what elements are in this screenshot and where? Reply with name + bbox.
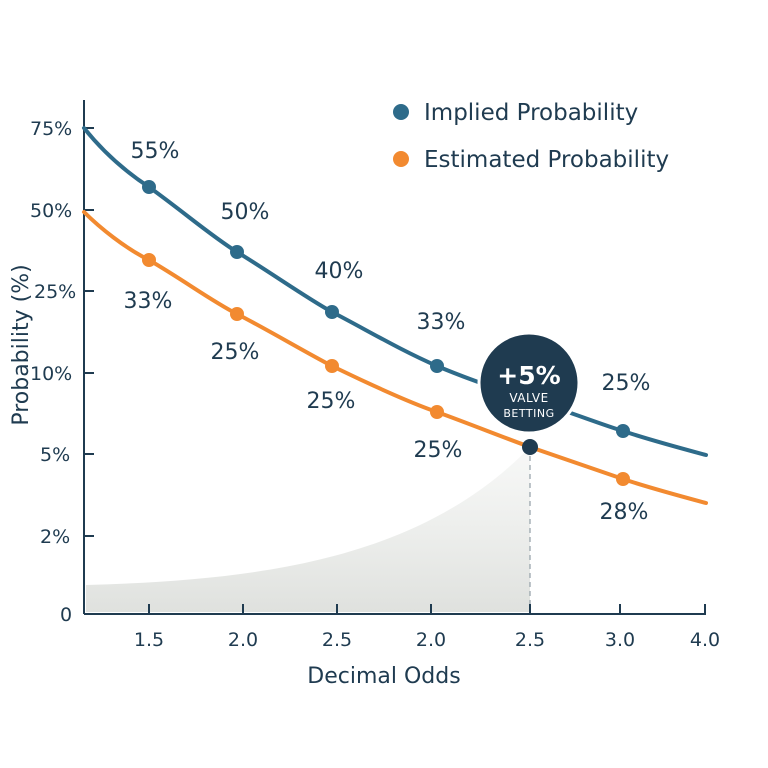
legend-swatch-implied (393, 104, 409, 120)
estimated-data-label: 25% (307, 389, 356, 414)
value-marker-point (522, 439, 538, 455)
implied-probability-line (82, 126, 708, 457)
legend-label-estimated: Estimated Probability (424, 147, 669, 173)
y-tick-label: 2% (40, 526, 70, 548)
badge-value: +5% (497, 361, 560, 390)
x-tick-label: 4.0 (690, 629, 720, 651)
badge-line1: VALVE (509, 391, 548, 405)
estimated-point (142, 253, 156, 267)
estimated-point (230, 307, 244, 321)
x-tick-label: 2.5 (515, 629, 545, 651)
x-tick-label: 2.0 (416, 629, 446, 651)
implied-data-label: 25% (602, 371, 651, 396)
legend-swatch-estimated (393, 151, 409, 167)
implied-data-label: 50% (221, 200, 270, 225)
x-tick-marks (148, 604, 706, 614)
implied-point (325, 305, 339, 319)
implied-data-label: 40% (315, 259, 364, 284)
implied-point (142, 180, 156, 194)
y-tick-label: 10% (30, 363, 72, 385)
badge-line2: BETTING (503, 407, 554, 420)
estimated-point (430, 405, 444, 419)
x-tick-label: 3.0 (605, 629, 635, 651)
implied-data-label: 33% (417, 310, 466, 335)
estimated-data-label: 25% (414, 438, 463, 463)
y-tick-marks (84, 127, 94, 537)
estimated-data-label: 28% (600, 500, 649, 525)
value-shaded-area (86, 447, 530, 612)
implied-point (230, 245, 244, 259)
legend: Implied Probability Estimated Probabilit… (393, 100, 669, 173)
y-tick-label: 0 (60, 604, 72, 626)
estimated-data-label: 25% (211, 340, 260, 365)
estimated-data-label: 33% (124, 289, 173, 314)
estimated-probability-line (82, 210, 708, 505)
legend-label-implied: Implied Probability (424, 100, 638, 126)
value-betting-badge: +5% VALVE BETTING (477, 331, 581, 435)
implied-point (616, 424, 630, 438)
implied-point (430, 359, 444, 373)
implied-data-label: 55% (131, 139, 180, 164)
y-tick-label: 50% (30, 200, 72, 222)
estimated-point (325, 359, 339, 373)
x-tick-label: 1.5 (134, 629, 164, 651)
x-tick-label: 2.5 (322, 629, 352, 651)
estimated-point (616, 472, 630, 486)
x-axis-title: Decimal Odds (307, 664, 460, 689)
y-tick-label: 25% (34, 281, 76, 303)
y-tick-label: 75% (30, 118, 72, 140)
y-axis-title: Probability (%) (9, 264, 34, 425)
y-tick-label: 5% (40, 444, 70, 466)
x-tick-label: 2.0 (228, 629, 258, 651)
